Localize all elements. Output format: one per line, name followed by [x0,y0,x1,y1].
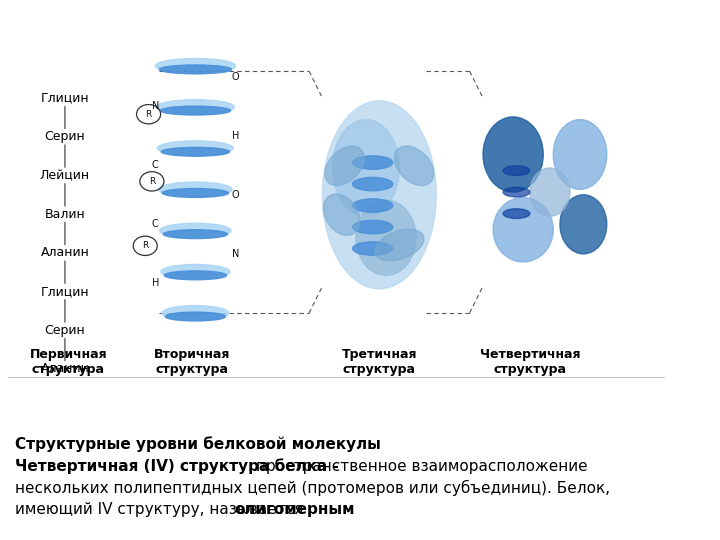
Text: пространственное взаиморасположение: пространственное взаиморасположение [256,458,588,474]
Ellipse shape [353,220,392,234]
Text: Структурные уровни белковой молекулы: Структурные уровни белковой молекулы [15,437,381,453]
Text: O: O [232,72,239,82]
Ellipse shape [503,166,530,176]
Ellipse shape [553,119,607,190]
Ellipse shape [353,177,392,191]
Ellipse shape [162,306,229,320]
Text: Четвертичная (IV) структура белка -: Четвертичная (IV) структура белка - [15,458,344,474]
Text: Глицин: Глицин [40,285,89,298]
Ellipse shape [161,106,230,115]
Ellipse shape [353,242,392,255]
Text: Аланин: Аланин [40,246,89,259]
Ellipse shape [160,223,231,238]
Text: C: C [152,160,158,170]
Ellipse shape [353,156,392,169]
Text: Лейцин: Лейцин [40,169,90,182]
Ellipse shape [493,198,553,262]
Text: Серин: Серин [45,130,85,143]
Text: C: C [152,219,158,230]
Ellipse shape [560,195,607,254]
Ellipse shape [323,194,360,235]
Text: R: R [142,241,148,251]
Text: олигомерным: олигомерным [234,502,355,517]
Ellipse shape [530,168,570,217]
Text: R: R [149,177,155,186]
Ellipse shape [503,187,530,197]
Text: нескольких полипептидных цепей (протомеров или субъединиц). Белок,: нескольких полипептидных цепей (протомер… [15,480,610,496]
Text: Четвертичная
структура: Четвертичная структура [480,348,580,376]
Ellipse shape [159,65,232,74]
Ellipse shape [158,141,233,156]
Ellipse shape [161,265,230,279]
Text: N: N [151,101,159,111]
Ellipse shape [158,182,232,197]
Ellipse shape [163,230,228,239]
Text: H: H [232,131,239,141]
Text: Валин: Валин [45,207,85,221]
Text: R: R [145,110,152,119]
Ellipse shape [161,147,230,156]
Text: Аланин: Аланин [40,362,89,375]
Ellipse shape [156,100,235,114]
Text: N: N [232,249,239,259]
Text: H: H [151,279,159,288]
Text: Третичная
структура: Третичная структура [341,348,417,376]
Ellipse shape [156,58,235,73]
Ellipse shape [483,117,543,192]
Text: Вторичная
структура: Вторичная структура [154,348,230,376]
Text: Первичная
структура: Первичная структура [30,348,107,376]
Ellipse shape [325,146,364,186]
Text: Серин: Серин [45,323,85,336]
Ellipse shape [356,200,416,275]
Ellipse shape [395,146,434,186]
Ellipse shape [333,119,400,217]
Text: имеющий IV структуру, называется: имеющий IV структуру, называется [15,502,308,517]
Ellipse shape [503,209,530,218]
Ellipse shape [353,199,392,212]
Ellipse shape [375,229,424,261]
Ellipse shape [323,101,436,289]
Text: O: O [232,190,239,200]
Ellipse shape [162,188,228,198]
Ellipse shape [164,271,227,280]
Ellipse shape [166,312,225,321]
Text: Глицин: Глицин [40,92,89,105]
